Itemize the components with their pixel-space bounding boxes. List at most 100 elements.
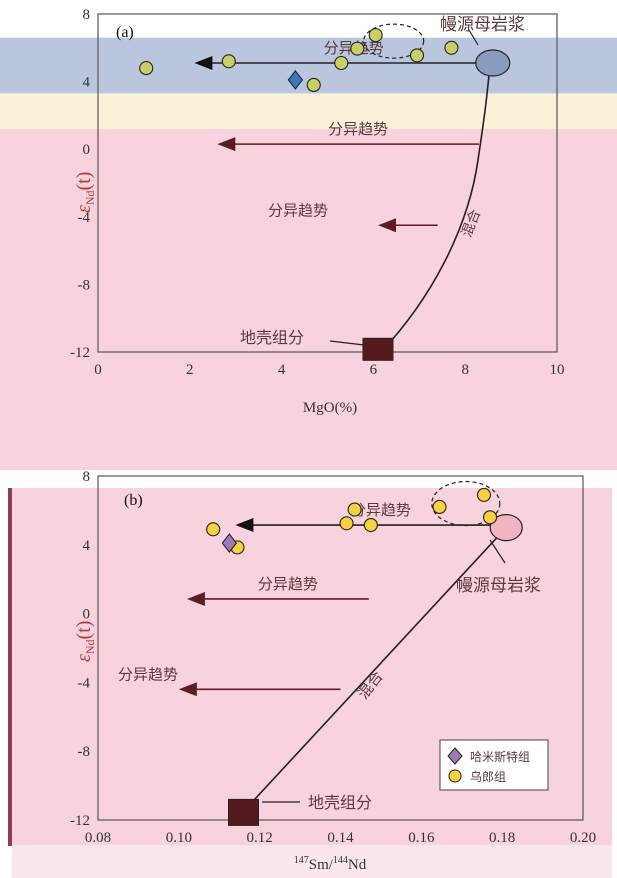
- panel-b-source-leader: [489, 539, 506, 564]
- panel-b-data-point: [432, 499, 447, 515]
- panel-b-legend: 哈米斯特组 乌郎组: [439, 739, 549, 791]
- panel-b-data-point: [482, 510, 498, 525]
- panel-b-mixing-line: [242, 527, 507, 812]
- panel-a-data-point: [139, 61, 154, 76]
- panel-a-y-tick: -12: [70, 345, 90, 361]
- panel-a-mixing-curve: [380, 63, 491, 353]
- panel-b-y-label-epsilon: ε: [73, 654, 95, 662]
- panel-b-band: [12, 488, 612, 845]
- panel-a-data-point: [444, 40, 459, 55]
- panel-a-crust-marker: [362, 337, 394, 361]
- panel-b-data-point-diamond: [221, 533, 238, 553]
- panel-b-source-marker: [489, 513, 523, 542]
- panel-b-trend-label: 分异趋势: [118, 665, 178, 683]
- panel-b-data-point: [363, 517, 378, 533]
- panel-a-y-label-sub: Nd: [83, 190, 97, 205]
- panel-b-data-point: [339, 516, 354, 531]
- panel-a-y-label-tail: (t): [73, 172, 95, 191]
- panel-b-bottom-band: [12, 845, 612, 878]
- legend-circle-marker: [448, 769, 462, 783]
- panel-a-points: [139, 28, 459, 93]
- panel-a-trend-label: 分异趋势: [268, 201, 328, 219]
- panel-b-x-tick: 0.10: [166, 830, 192, 846]
- panel-b-plot-frame: [97, 475, 584, 821]
- panel-b-x-tick: 0.12: [247, 830, 273, 846]
- panel-a-label: (a): [116, 24, 134, 41]
- legend-label-hamisite: 哈米斯特组: [470, 749, 530, 764]
- panel-b-y-ticks: 8 4 0 -4 -8 -12: [70, 469, 91, 829]
- panel-b-x-label-sup1: 147: [294, 855, 309, 866]
- panel-a-data-point: [221, 54, 236, 69]
- panel-a-trend-label: 分异趋势: [328, 120, 388, 138]
- panel-b-x-label-mid: Sm/: [309, 857, 334, 873]
- panel-b-x-tick: 0.18: [489, 830, 515, 846]
- panel-a-x-tick: 8: [461, 362, 469, 378]
- panel-b-x-tick: 0.14: [327, 830, 354, 846]
- panel-a-x-ticks: 0 2 4 6 8 10: [94, 362, 564, 378]
- panel-a-crust-label: 地壳组分: [240, 328, 304, 347]
- panel-a-data-point: [409, 48, 425, 63]
- panel-b-y-tick: -12: [70, 813, 90, 829]
- panel-a-data-point-diamond: [287, 70, 304, 90]
- panel-b-y-tick: 4: [83, 538, 91, 554]
- panel-b-label: (b): [124, 492, 143, 509]
- panel-b-trend-arrowhead: [235, 518, 254, 533]
- panel-a-trend-arrowhead: [194, 56, 213, 71]
- panel-b-x-label-sup2: 144: [333, 855, 348, 866]
- panel-a-plot-frame: [97, 13, 558, 353]
- panel-b-trend-arrowhead: [178, 682, 197, 697]
- panel-a-source-label: 幔源母岩浆: [440, 15, 525, 35]
- panel-a-y-axis-label: εNd(t): [73, 172, 97, 213]
- panel-b-points: [206, 487, 498, 555]
- panel-a-y-tick: 8: [83, 7, 91, 23]
- panel-a-data-point: [306, 77, 321, 93]
- panel-a-source-leader: [468, 29, 479, 46]
- panel-b-trend-label: 分异趋势: [258, 575, 318, 593]
- panel-a-y-tick: -4: [78, 210, 91, 226]
- panel-a-x-axis-label: MgO(%): [303, 400, 357, 416]
- panel-a-bands: [0, 37, 617, 352]
- panel-b-y-tick: -4: [78, 675, 91, 691]
- panel-b-data-point: [347, 502, 362, 517]
- panel-a-x-tick: 10: [550, 362, 565, 378]
- panel-b-left-edge: [8, 488, 12, 846]
- panel-b-data-point: [476, 487, 492, 502]
- panel-b-crust-marker: [228, 798, 259, 826]
- panel-a-source-marker: [475, 49, 511, 77]
- panel-b-y-label-sub: Nd: [83, 639, 97, 654]
- panel-a-data-point: [368, 28, 383, 43]
- panel-a-data-point: [350, 41, 365, 56]
- panel-a-y-label-epsilon: ε: [73, 205, 95, 213]
- panel-a-band: [0, 128, 617, 352]
- panel-a-y-tick: -8: [78, 277, 91, 293]
- panel-a-y-tick: 4: [83, 75, 91, 91]
- panel-b-crust-label: 地壳组分: [308, 793, 372, 812]
- panel-a-x-tick: 0: [94, 362, 102, 378]
- panel-b-x-tick: 0.20: [570, 830, 596, 846]
- panel-b-y-tick: 8: [83, 469, 91, 485]
- panel-a-x-tick: 4: [278, 362, 286, 378]
- legend-diamond-marker: [447, 747, 463, 765]
- panel-b: 8 4 0 -4 -8 -12 0.08 0.10 0.12 0.14 0.16…: [8, 469, 612, 878]
- panel-a-y-ticks: 8 4 0 -4 -8 -12: [70, 7, 91, 361]
- panel-b-y-tick: 0: [83, 607, 91, 623]
- panel-b-source-label: 幔源母岩浆: [456, 576, 541, 596]
- panel-b-trends: 分异趋势 分异趋势 分异趋势: [118, 501, 507, 697]
- panel-a-x-tick: 2: [186, 362, 194, 378]
- panel-b-y-label-tail: (t): [73, 621, 95, 640]
- panel-b-trend-label: 分异趋势: [351, 501, 411, 519]
- panel-b-trend-arrowhead: [186, 591, 205, 606]
- legend-label-wulang: 乌郎组: [470, 769, 506, 784]
- panel-b-x-ticks: 0.08 0.10 0.12 0.14 0.16 0.18 0.20: [85, 830, 596, 846]
- panel-b-x-tick: 0.08: [85, 830, 111, 846]
- panel-a-x-tick: 6: [370, 362, 378, 378]
- panel-b-x-label-tail: Nd: [348, 857, 367, 873]
- panel-a-y-tick: 0: [83, 142, 91, 158]
- panel-b-x-axis-label: 147Sm/144Nd: [294, 855, 367, 873]
- panel-a-data-point: [334, 55, 349, 71]
- panel-a-trend-arrowhead: [377, 218, 396, 233]
- panel-b-x-tick: 0.16: [408, 830, 435, 846]
- panel-a-highlight-ellipse: [363, 23, 425, 59]
- panel-b-data-point: [206, 522, 221, 537]
